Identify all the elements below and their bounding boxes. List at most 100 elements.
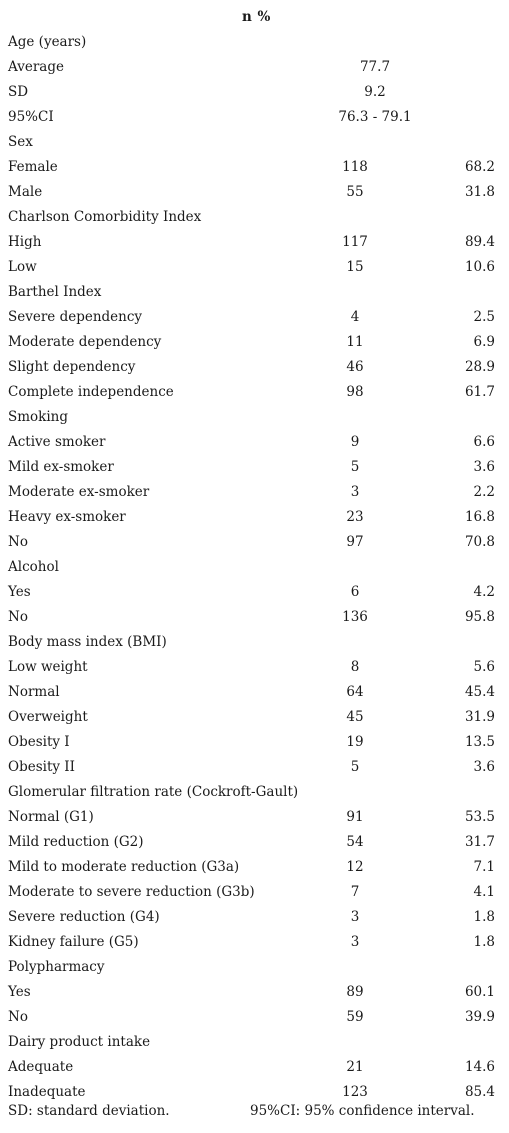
row-label: Severe dependency bbox=[8, 309, 143, 325]
table-row: Normal 64 45.4 bbox=[0, 680, 509, 705]
row-label: Low weight bbox=[8, 659, 88, 675]
row-label: Male bbox=[8, 184, 43, 200]
count-cell: 9 bbox=[350, 434, 360, 450]
section-heading-row: Polypharmacy bbox=[0, 955, 509, 980]
percent-cell: 3.6 bbox=[473, 759, 495, 775]
row-label: Average bbox=[8, 59, 64, 75]
stat-value: 9.2 bbox=[364, 84, 386, 100]
table-row: Moderate dependency 11 6.9 bbox=[0, 330, 509, 355]
table-row: Slight dependency 46 28.9 bbox=[0, 355, 509, 380]
percent-cell: 16.8 bbox=[464, 509, 495, 525]
row-label: Moderate ex-smoker bbox=[8, 484, 150, 500]
count-cell: 5 bbox=[350, 459, 360, 475]
table-row: No 97 70.8 bbox=[0, 530, 509, 555]
row-label: Kidney failure (G5) bbox=[8, 934, 139, 950]
row-label: Normal (G1) bbox=[8, 809, 94, 825]
table-row: Kidney failure (G5) 3 1.8 bbox=[0, 930, 509, 955]
section-heading-row: Charlson Comorbidity Index bbox=[0, 205, 509, 230]
section-heading: Alcohol bbox=[8, 559, 59, 575]
count-cell: 98 bbox=[346, 384, 364, 400]
percent-cell: 2.5 bbox=[473, 309, 495, 325]
percent-cell: 85.4 bbox=[464, 1084, 495, 1100]
percent-cell: 6.9 bbox=[473, 334, 495, 350]
percent-cell: 5.6 bbox=[473, 659, 495, 675]
table-row: Yes 6 4.2 bbox=[0, 580, 509, 605]
row-label: Severe reduction (G4) bbox=[8, 909, 160, 925]
count-cell: 3 bbox=[350, 484, 360, 500]
section-heading: Sex bbox=[8, 134, 33, 150]
row-label: Yes bbox=[8, 584, 31, 600]
percent-cell: 1.8 bbox=[473, 909, 495, 925]
percent-cell: 13.5 bbox=[464, 734, 495, 750]
percent-cell: 4.2 bbox=[473, 584, 495, 600]
table-row: High 117 89.4 bbox=[0, 230, 509, 255]
count-cell: 19 bbox=[346, 734, 364, 750]
section-heading-row: Barthel Index bbox=[0, 280, 509, 305]
table-row: Mild reduction (G2) 54 31.7 bbox=[0, 830, 509, 855]
row-label: Slight dependency bbox=[8, 359, 136, 375]
section-heading-row: Dairy product intake bbox=[0, 1030, 509, 1055]
percent-cell: 10.6 bbox=[464, 259, 495, 275]
row-label: Moderate to severe reduction (G3b) bbox=[8, 884, 255, 900]
section-heading: Barthel Index bbox=[8, 284, 102, 300]
count-cell: 6 bbox=[350, 584, 360, 600]
footnote-ci: 95%CI: 95% confidence interval. bbox=[250, 1103, 475, 1119]
percent-cell: 6.6 bbox=[473, 434, 495, 450]
table-row: Overweight 45 31.9 bbox=[0, 705, 509, 730]
row-label: Yes bbox=[8, 984, 31, 1000]
percent-cell: 31.9 bbox=[464, 709, 495, 725]
count-cell: 91 bbox=[346, 809, 364, 825]
row-label: Inadequate bbox=[8, 1084, 86, 1100]
section-heading: Glomerular filtration rate (Cockroft-Gau… bbox=[8, 784, 299, 800]
table-row: Complete independence 98 61.7 bbox=[0, 380, 509, 405]
table-row: Yes 89 60.1 bbox=[0, 980, 509, 1005]
percent-cell: 31.8 bbox=[464, 184, 495, 200]
count-cell: 12 bbox=[346, 859, 364, 875]
footnote-sd: SD: standard deviation. bbox=[8, 1103, 170, 1119]
count-cell: 15 bbox=[346, 259, 364, 275]
count-cell: 117 bbox=[342, 234, 368, 250]
stat-value: 76.3 - 79.1 bbox=[338, 109, 412, 125]
table-row: Low 15 10.6 bbox=[0, 255, 509, 280]
row-label: Adequate bbox=[8, 1059, 74, 1075]
row-label: No bbox=[8, 609, 28, 625]
row-label: Normal bbox=[8, 684, 60, 700]
row-label: Female bbox=[8, 159, 58, 175]
row-label: Heavy ex-smoker bbox=[8, 509, 126, 525]
row-label: No bbox=[8, 534, 28, 550]
table-row: Low weight 8 5.6 bbox=[0, 655, 509, 680]
section-heading-row: Sex bbox=[0, 130, 509, 155]
percent-cell: 31.7 bbox=[464, 834, 495, 850]
table-row: Moderate ex-smoker 3 2.2 bbox=[0, 480, 509, 505]
table-row: Average 77.7 bbox=[0, 55, 509, 80]
count-cell: 21 bbox=[346, 1059, 364, 1075]
row-label: Mild to moderate reduction (G3a) bbox=[8, 859, 240, 875]
percent-cell: 4.1 bbox=[473, 884, 495, 900]
row-label: SD bbox=[8, 84, 29, 100]
row-label: High bbox=[8, 234, 42, 250]
percent-cell: 95.8 bbox=[464, 609, 495, 625]
table-row: Obesity I 19 13.5 bbox=[0, 730, 509, 755]
row-label: Mild reduction (G2) bbox=[8, 834, 144, 850]
row-label: Complete independence bbox=[8, 384, 174, 400]
count-cell: 54 bbox=[346, 834, 364, 850]
table-row: Obesity II 5 3.6 bbox=[0, 755, 509, 780]
percent-cell: 70.8 bbox=[464, 534, 495, 550]
table-footnote: SD: standard deviation. 95%CI: 95% confi… bbox=[0, 1099, 509, 1124]
percent-cell: 68.2 bbox=[464, 159, 495, 175]
section-heading-row: Alcohol bbox=[0, 555, 509, 580]
section-heading-row: Smoking bbox=[0, 405, 509, 430]
table-row: Moderate to severe reduction (G3b) 7 4.1 bbox=[0, 880, 509, 905]
table-row: Heavy ex-smoker 23 16.8 bbox=[0, 505, 509, 530]
count-cell: 11 bbox=[346, 334, 364, 350]
table-row: Inadequate 123 85.4 bbox=[0, 1080, 509, 1105]
count-cell: 3 bbox=[350, 934, 360, 950]
count-cell: 97 bbox=[346, 534, 364, 550]
table-row: Female 118 68.2 bbox=[0, 155, 509, 180]
percent-cell: 61.7 bbox=[464, 384, 495, 400]
count-cell: 55 bbox=[346, 184, 364, 200]
row-label: Obesity I bbox=[8, 734, 70, 750]
row-label: 95%CI bbox=[8, 109, 54, 125]
percent-cell: 2.2 bbox=[473, 484, 495, 500]
